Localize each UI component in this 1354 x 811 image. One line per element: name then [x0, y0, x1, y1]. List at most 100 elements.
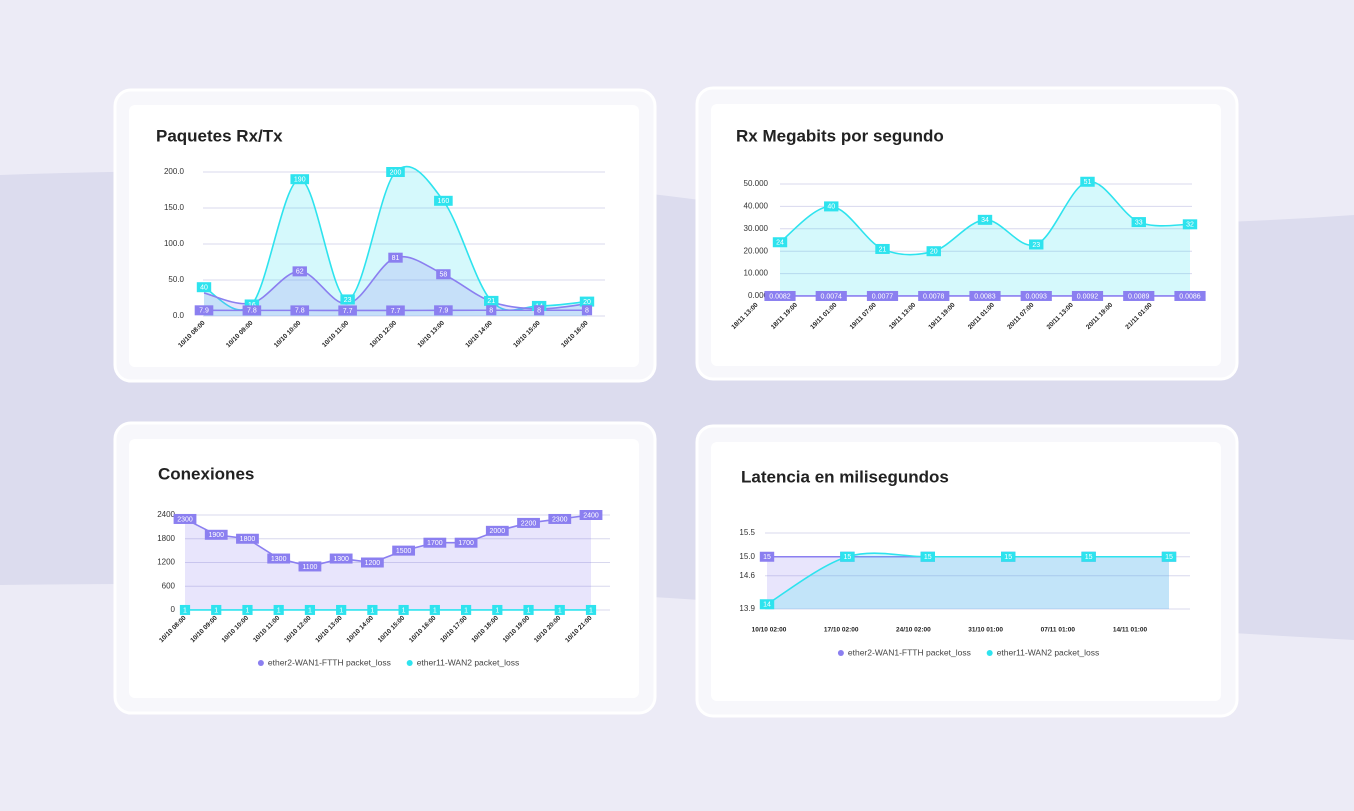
- legend-label: ether11-WAN2 packet_loss: [997, 647, 1100, 657]
- data-label: 33: [1132, 217, 1146, 227]
- data-label-text: 0.0082: [769, 293, 791, 300]
- data-label: 2300: [174, 514, 197, 524]
- data-label: 15: [1081, 552, 1095, 562]
- data-label-text: 2200: [521, 520, 537, 527]
- data-label-text: 1700: [427, 540, 443, 547]
- data-label: 0.0074: [816, 291, 847, 301]
- x-tick-label: 14/11 01:00: [1113, 627, 1148, 634]
- data-label: 1: [211, 605, 221, 615]
- data-label: 190: [290, 174, 309, 184]
- data-label: 1: [180, 605, 190, 615]
- data-label-text: 34: [981, 217, 989, 224]
- y-tick-label: 600: [162, 581, 176, 590]
- data-label-text: 15: [1004, 554, 1012, 561]
- data-label: 160: [434, 196, 453, 206]
- data-label: 7.9: [195, 305, 214, 315]
- data-label: 1700: [455, 538, 478, 548]
- data-label: 1300: [267, 554, 290, 564]
- data-label-text: 1: [339, 607, 343, 614]
- data-label-text: 1: [402, 607, 406, 614]
- data-label: 23: [340, 294, 354, 304]
- data-label: 0.0082: [764, 291, 795, 301]
- data-label: 1300: [330, 554, 353, 564]
- data-label: 1: [305, 605, 315, 615]
- data-label-text: 0.0089: [1128, 293, 1150, 300]
- data-label: 1: [492, 605, 502, 615]
- data-label: 1900: [205, 530, 228, 540]
- legend-marker: [258, 660, 264, 666]
- data-label-text: 200: [390, 169, 402, 176]
- data-label-text: 1: [558, 607, 562, 614]
- data-label: 1: [430, 605, 440, 615]
- y-tick-label: 1200: [157, 558, 175, 567]
- data-label-text: 190: [294, 177, 306, 184]
- y-tick-label: 20.000: [744, 246, 769, 255]
- data-label: 1200: [361, 558, 384, 568]
- data-label: 0.0083: [969, 291, 1000, 301]
- data-label: 20: [580, 297, 594, 307]
- data-label: 15: [760, 552, 774, 562]
- data-label: 8: [582, 305, 592, 315]
- data-label-text: 15: [844, 554, 852, 561]
- data-label-text: 7.7: [343, 308, 353, 315]
- data-label-text: 8: [585, 308, 589, 315]
- data-label: 0.0078: [918, 291, 949, 301]
- data-label-text: 0.0077: [872, 293, 894, 300]
- data-label: 14: [760, 599, 774, 609]
- y-tick-label: 100.0: [164, 239, 185, 248]
- data-label: 40: [197, 282, 211, 292]
- data-label: 1: [461, 605, 471, 615]
- data-label: 62: [293, 266, 307, 276]
- data-label: 0.0086: [1174, 291, 1205, 301]
- y-tick-label: 0: [171, 605, 176, 614]
- data-label: 2400: [580, 510, 603, 520]
- legend-label: ether2-WAN1-FTTH packet_loss: [848, 647, 971, 657]
- data-label-text: 81: [392, 255, 400, 262]
- data-label-text: 15: [763, 554, 771, 561]
- data-label-text: 0.0086: [1179, 293, 1201, 300]
- data-label-text: 1500: [396, 548, 412, 555]
- data-label-text: 40: [827, 204, 835, 211]
- data-label-text: 1800: [240, 536, 256, 543]
- data-label-text: 40: [200, 285, 208, 292]
- data-label-text: 1300: [333, 556, 349, 563]
- chart-title: Rx Megabits por segundo: [736, 126, 944, 145]
- data-label-text: 1: [183, 607, 187, 614]
- data-label-text: 20: [930, 249, 938, 256]
- data-label-text: 51: [1084, 179, 1092, 186]
- data-label-text: 1: [370, 607, 374, 614]
- data-label: 1: [336, 605, 346, 615]
- data-label-text: 1900: [208, 532, 224, 539]
- chart-title: Paquetes Rx/Tx: [156, 126, 283, 145]
- data-label-text: 2000: [490, 528, 506, 535]
- y-tick-label: 2400: [157, 510, 175, 519]
- data-label-text: 62: [296, 269, 304, 276]
- data-label: 7.8: [290, 305, 309, 315]
- data-label: 21: [484, 296, 498, 306]
- x-tick-label: 10/10 02:00: [752, 627, 787, 634]
- data-label-text: 160: [438, 198, 450, 205]
- data-label-text: 1300: [271, 556, 287, 563]
- data-label-text: 1: [277, 607, 281, 614]
- data-label: 0.0077: [867, 291, 898, 301]
- data-label: 1: [523, 605, 533, 615]
- data-label-text: 2400: [583, 512, 599, 519]
- data-label: 1: [555, 605, 565, 615]
- data-label: 2200: [517, 518, 540, 528]
- data-label-text: 1: [246, 607, 250, 614]
- data-label-text: 0.0092: [1077, 293, 1099, 300]
- data-label-text: 1: [214, 607, 218, 614]
- data-label-text: 23: [1032, 242, 1040, 249]
- data-label-text: 15: [1165, 554, 1173, 561]
- data-label-text: 8: [537, 308, 541, 315]
- legend-label: ether11-WAN2 packet_loss: [417, 657, 520, 667]
- data-label: 0.0093: [1021, 291, 1052, 301]
- data-label: 2300: [548, 514, 571, 524]
- data-label-text: 0.0083: [974, 293, 996, 300]
- data-label: 15: [1162, 552, 1176, 562]
- data-label-text: 1: [527, 607, 531, 614]
- data-label-text: 7.9: [199, 308, 209, 315]
- data-label: 8: [534, 305, 544, 315]
- y-tick-label: 150.0: [164, 203, 185, 212]
